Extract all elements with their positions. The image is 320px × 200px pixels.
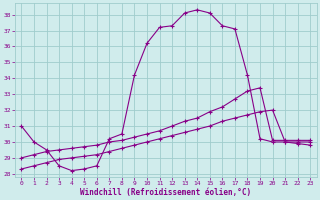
X-axis label: Windchill (Refroidissement éolien,°C): Windchill (Refroidissement éolien,°C): [80, 188, 252, 197]
